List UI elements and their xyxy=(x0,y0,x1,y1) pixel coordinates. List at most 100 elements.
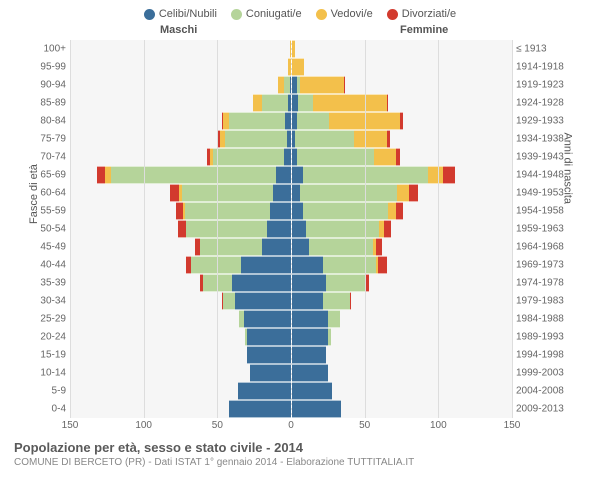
age-label: 0-4 xyxy=(26,404,66,415)
bar-segment xyxy=(276,166,291,184)
bar-segment xyxy=(291,382,332,400)
age-label: 95-99 xyxy=(26,62,66,73)
male-bar xyxy=(70,130,291,148)
bar-segment xyxy=(291,256,323,274)
bar-segment xyxy=(225,130,287,148)
bar-segment xyxy=(428,166,443,184)
legend-item: Divorziati/e xyxy=(387,8,456,20)
birth-year-label: 1949-1953 xyxy=(516,188,578,199)
bar-segment xyxy=(443,166,455,184)
birth-year-label: 1974-1978 xyxy=(516,278,578,289)
age-label: 20-24 xyxy=(26,332,66,343)
male-bar xyxy=(70,256,291,274)
birth-year-label: 2004-2008 xyxy=(516,386,578,397)
male-bar xyxy=(70,112,291,130)
bar-segment xyxy=(378,256,387,274)
age-label: 40-44 xyxy=(26,260,66,271)
bar-segment xyxy=(298,94,313,112)
legend-item: Celibi/Nubili xyxy=(144,8,217,20)
birth-year-label: 1969-1973 xyxy=(516,260,578,271)
plot-area: 100+≤ 191395-991914-191890-941919-192385… xyxy=(70,40,512,418)
birth-year-label: 1954-1958 xyxy=(516,206,578,217)
header-male: Maschi xyxy=(160,24,197,36)
x-tick-label: 50 xyxy=(359,420,370,431)
gridline xyxy=(365,40,366,418)
bar-segment xyxy=(182,184,273,202)
bar-segment xyxy=(400,112,403,130)
male-bar xyxy=(70,166,291,184)
bar-segment xyxy=(396,148,400,166)
bar-segment xyxy=(328,328,331,346)
male-bar xyxy=(70,292,291,310)
bar-segment xyxy=(235,292,291,310)
bar-segment xyxy=(291,202,303,220)
bar-segment xyxy=(176,202,183,220)
bar-segment xyxy=(291,292,323,310)
bar-segment xyxy=(291,184,300,202)
legend-swatch xyxy=(387,9,398,20)
bar-segment xyxy=(262,238,291,256)
bar-segment xyxy=(350,292,351,310)
bar-segment xyxy=(291,220,306,238)
birth-year-label: 1919-1923 xyxy=(516,80,578,91)
bar-segment xyxy=(387,94,388,112)
male-bar xyxy=(70,148,291,166)
gridline xyxy=(217,40,218,418)
x-tick-label: 100 xyxy=(135,420,152,431)
male-bar xyxy=(70,40,291,58)
bar-segment xyxy=(323,256,376,274)
female-bar xyxy=(291,112,512,130)
age-label: 10-14 xyxy=(26,368,66,379)
age-label: 15-19 xyxy=(26,350,66,361)
legend-swatch xyxy=(316,9,327,20)
male-bar xyxy=(70,220,291,238)
age-label: 30-34 xyxy=(26,296,66,307)
bar-segment xyxy=(111,166,276,184)
x-axis: 15010050050100150 xyxy=(70,418,512,434)
legend-label: Divorziati/e xyxy=(402,8,456,20)
female-bar xyxy=(291,220,512,238)
bar-segment xyxy=(244,310,291,328)
x-tick-label: 0 xyxy=(288,420,294,431)
bar-segment xyxy=(291,400,341,418)
age-label: 45-49 xyxy=(26,242,66,253)
bar-segment xyxy=(185,202,270,220)
birth-year-label: ≤ 1913 xyxy=(516,44,578,55)
birth-year-label: 1934-1938 xyxy=(516,134,578,145)
bar-segment xyxy=(326,274,364,292)
female-bar xyxy=(291,94,512,112)
bar-segment xyxy=(396,202,403,220)
female-bar xyxy=(291,40,512,58)
bar-segment xyxy=(191,256,241,274)
male-bar xyxy=(70,76,291,94)
legend: Celibi/NubiliConiugati/eVedovi/eDivorzia… xyxy=(0,0,600,24)
age-label: 5-9 xyxy=(26,386,66,397)
chart: Maschi Femmine Fasce di età Anni di nasc… xyxy=(20,24,580,434)
legend-swatch xyxy=(231,9,242,20)
bar-segment xyxy=(306,220,380,238)
header-female: Femmine xyxy=(400,24,448,36)
age-label: 90-94 xyxy=(26,80,66,91)
male-bar xyxy=(70,274,291,292)
gender-headers: Maschi Femmine xyxy=(20,24,580,40)
bar-segment xyxy=(97,166,106,184)
age-label: 85-89 xyxy=(26,98,66,109)
bar-segment xyxy=(291,274,326,292)
bar-segment xyxy=(409,184,418,202)
male-bar xyxy=(70,94,291,112)
male-bar xyxy=(70,364,291,382)
bar-segment xyxy=(247,328,291,346)
birth-year-label: 1914-1918 xyxy=(516,62,578,73)
gridline xyxy=(70,40,71,418)
gridline xyxy=(512,40,513,418)
legend-label: Coniugati/e xyxy=(246,8,302,20)
bar-segment xyxy=(291,346,326,364)
female-bar xyxy=(291,130,512,148)
male-bar xyxy=(70,184,291,202)
birth-year-label: 2009-2013 xyxy=(516,404,578,415)
bar-segment xyxy=(253,94,262,112)
female-bar xyxy=(291,202,512,220)
female-bar xyxy=(291,184,512,202)
birth-year-label: 1939-1943 xyxy=(516,152,578,163)
legend-label: Celibi/Nubili xyxy=(159,8,217,20)
